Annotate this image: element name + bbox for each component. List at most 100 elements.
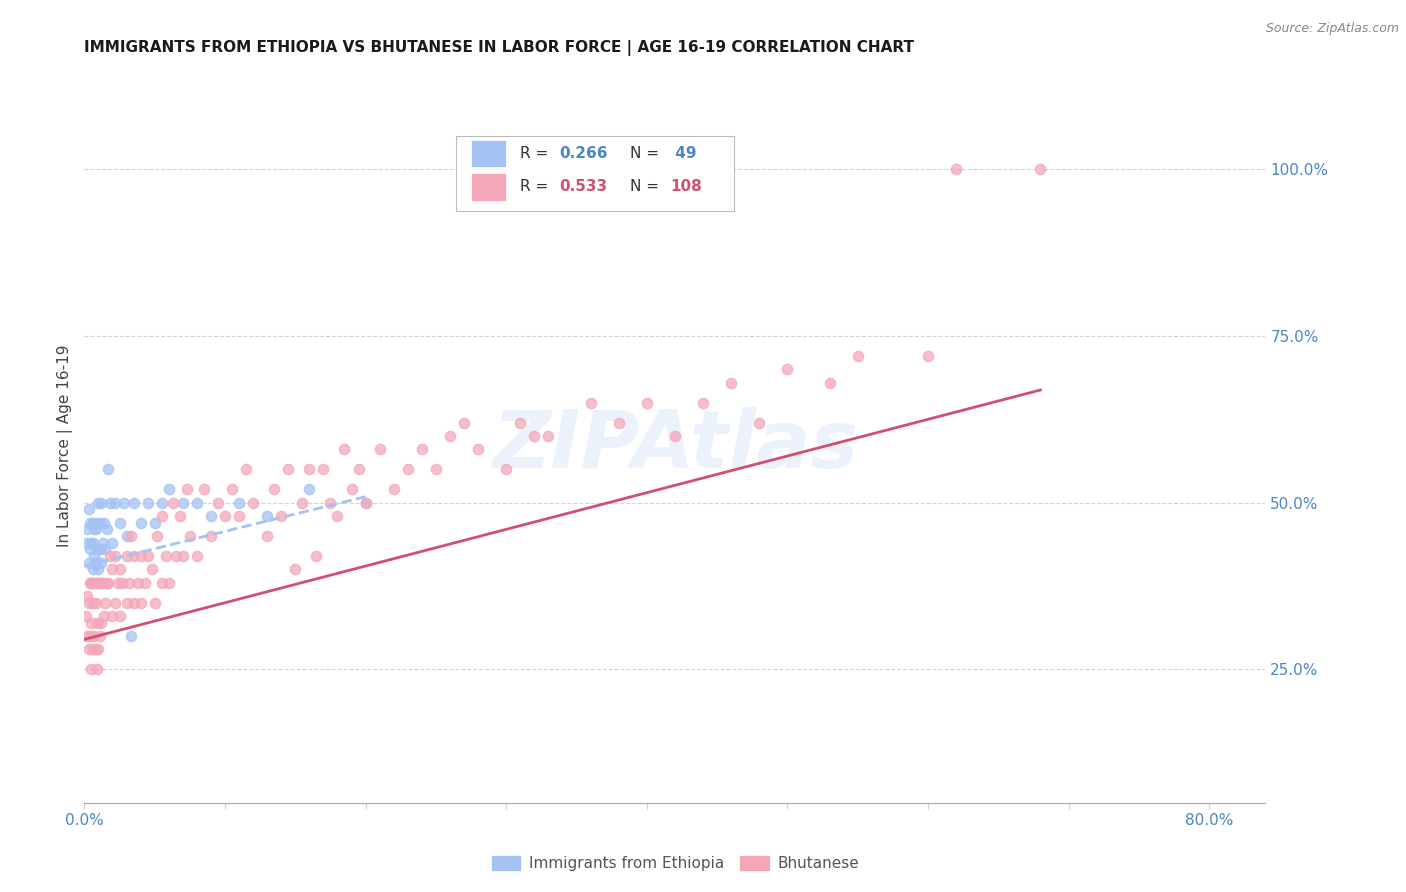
- Point: [263, 483, 285, 497]
- Point: [305, 549, 328, 563]
- Point: [93, 516, 115, 530]
- Point: [83, 549, 105, 563]
- Point: [136, 496, 159, 510]
- Point: [101, 535, 124, 549]
- Point: [134, 575, 156, 590]
- Point: [82, 535, 104, 549]
- Text: 49: 49: [671, 146, 696, 161]
- Point: [89, 575, 111, 590]
- Point: [382, 483, 405, 497]
- Point: [76, 522, 98, 536]
- Point: [108, 516, 131, 530]
- Point: [80, 575, 103, 590]
- Point: [221, 483, 243, 497]
- Point: [86, 615, 108, 630]
- Point: [108, 562, 131, 576]
- Point: [298, 483, 321, 497]
- Text: N =: N =: [630, 146, 664, 161]
- Point: [76, 589, 98, 603]
- Point: [172, 496, 194, 510]
- Point: [523, 429, 546, 443]
- Point: [84, 642, 107, 657]
- Point: [104, 496, 127, 510]
- Point: [118, 575, 141, 590]
- Point: [333, 442, 356, 457]
- Point: [91, 535, 114, 549]
- Point: [79, 516, 101, 530]
- Point: [228, 509, 250, 524]
- Point: [87, 562, 110, 576]
- Point: [347, 462, 370, 476]
- Text: 0.266: 0.266: [560, 146, 607, 161]
- Point: [90, 496, 112, 510]
- Point: [97, 575, 120, 590]
- Point: [200, 509, 222, 524]
- Point: [277, 462, 299, 476]
- Point: [90, 556, 112, 570]
- Point: [150, 496, 173, 510]
- Point: [228, 496, 250, 510]
- Point: [96, 522, 118, 536]
- Point: [270, 509, 292, 524]
- Point: [77, 642, 100, 657]
- Point: [157, 483, 180, 497]
- Point: [664, 429, 686, 443]
- Point: [207, 496, 229, 510]
- Point: [104, 596, 127, 610]
- Point: [136, 549, 159, 563]
- Point: [83, 575, 105, 590]
- Point: [146, 529, 169, 543]
- Point: [120, 529, 142, 543]
- Point: [87, 642, 110, 657]
- Point: [82, 596, 104, 610]
- Point: [326, 509, 349, 524]
- Point: [579, 395, 602, 409]
- FancyBboxPatch shape: [457, 136, 734, 211]
- Point: [200, 529, 222, 543]
- Point: [111, 575, 134, 590]
- Point: [692, 395, 714, 409]
- Point: [846, 349, 869, 363]
- Point: [720, 376, 742, 390]
- Point: [101, 609, 124, 624]
- Point: [82, 642, 104, 657]
- Text: R =: R =: [520, 179, 554, 194]
- Point: [945, 162, 967, 177]
- Point: [86, 662, 108, 676]
- Point: [150, 509, 173, 524]
- Point: [80, 662, 103, 676]
- Point: [98, 496, 121, 510]
- Point: [129, 516, 152, 530]
- Point: [396, 462, 419, 476]
- Text: 108: 108: [671, 179, 702, 194]
- Point: [425, 462, 447, 476]
- Point: [122, 596, 145, 610]
- Point: [411, 442, 433, 457]
- Point: [284, 562, 307, 576]
- Point: [89, 542, 111, 557]
- Point: [172, 549, 194, 563]
- Text: R =: R =: [520, 146, 554, 161]
- Point: [83, 522, 105, 536]
- Point: [93, 609, 115, 624]
- Point: [1029, 162, 1052, 177]
- Point: [453, 416, 475, 430]
- Point: [94, 596, 117, 610]
- Point: [235, 462, 257, 476]
- Point: [77, 556, 100, 570]
- Point: [291, 496, 314, 510]
- Point: [214, 509, 236, 524]
- Point: [319, 496, 342, 510]
- Point: [82, 562, 104, 576]
- Point: [89, 516, 111, 530]
- Point: [120, 629, 142, 643]
- Point: [101, 562, 124, 576]
- Point: [77, 596, 100, 610]
- Point: [80, 575, 103, 590]
- Point: [83, 629, 105, 643]
- Point: [84, 556, 107, 570]
- Point: [129, 549, 152, 563]
- Point: [75, 535, 97, 549]
- Point: [340, 483, 363, 497]
- Point: [748, 416, 770, 430]
